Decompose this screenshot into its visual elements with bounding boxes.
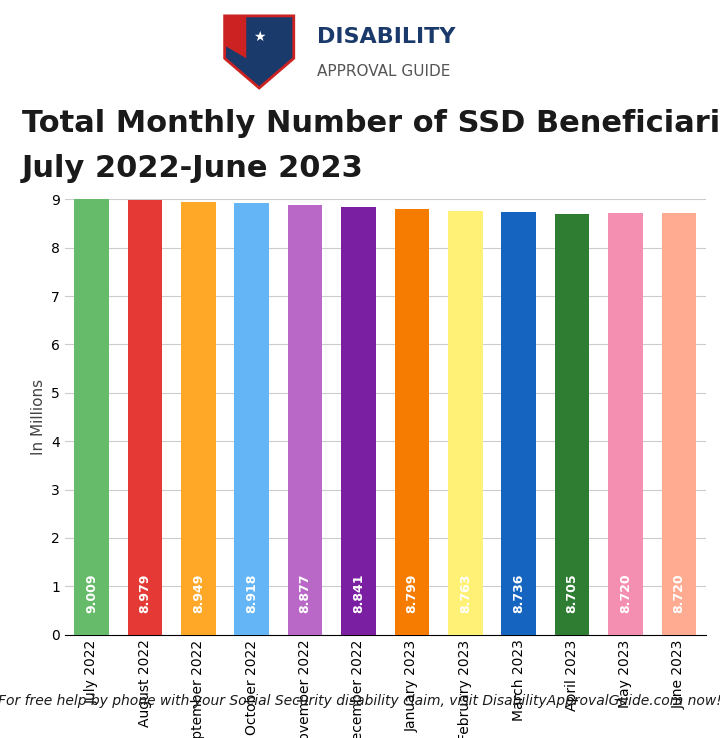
Text: 8.979: 8.979 xyxy=(138,573,151,613)
Bar xyxy=(341,207,376,635)
Bar xyxy=(288,205,323,635)
Bar xyxy=(74,199,109,635)
Text: DISABILITY: DISABILITY xyxy=(317,27,455,47)
Bar xyxy=(127,200,162,635)
Text: 9.009: 9.009 xyxy=(85,573,98,613)
Polygon shape xyxy=(225,15,294,88)
Text: 8.736: 8.736 xyxy=(512,573,525,613)
Bar xyxy=(448,211,482,635)
Text: 8.720: 8.720 xyxy=(619,573,632,613)
Bar xyxy=(554,213,590,635)
Text: 8.705: 8.705 xyxy=(566,573,579,613)
Bar xyxy=(501,212,536,635)
Bar xyxy=(181,201,216,635)
Y-axis label: In Millions: In Millions xyxy=(30,379,45,455)
Bar xyxy=(395,209,429,635)
Polygon shape xyxy=(225,15,246,58)
Text: APPROVAL GUIDE: APPROVAL GUIDE xyxy=(317,63,450,78)
Text: 8.841: 8.841 xyxy=(352,573,365,613)
Text: Total Monthly Number of SSD Beneficiaries,: Total Monthly Number of SSD Beneficiarie… xyxy=(22,109,720,138)
Text: 8.949: 8.949 xyxy=(192,573,204,613)
Text: 8.918: 8.918 xyxy=(246,573,258,613)
Text: 8.720: 8.720 xyxy=(672,573,685,613)
Text: For free help by phone with your Social Security disability claim, visit Disabil: For free help by phone with your Social … xyxy=(0,694,720,708)
Text: ★: ★ xyxy=(253,30,266,44)
Text: 8.799: 8.799 xyxy=(405,573,418,613)
Bar xyxy=(608,213,643,635)
Text: July 2022-June 2023: July 2022-June 2023 xyxy=(22,154,364,182)
Bar xyxy=(234,203,269,635)
Text: 8.763: 8.763 xyxy=(459,573,472,613)
Text: 8.877: 8.877 xyxy=(299,573,312,613)
Bar xyxy=(662,213,696,635)
